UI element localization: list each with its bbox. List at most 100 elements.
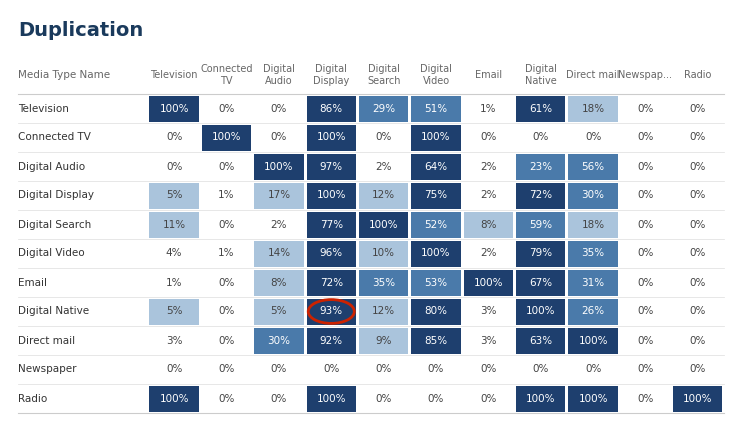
- Text: Connected
TV: Connected TV: [200, 64, 253, 86]
- Text: 3%: 3%: [480, 306, 496, 317]
- Bar: [411, 153, 461, 179]
- Text: 0%: 0%: [637, 336, 654, 345]
- Bar: [307, 385, 356, 411]
- Text: 100%: 100%: [264, 161, 294, 172]
- Bar: [254, 299, 303, 325]
- Bar: [411, 240, 461, 266]
- Text: Digital Display: Digital Display: [18, 191, 94, 201]
- Bar: [516, 328, 566, 354]
- Text: 0%: 0%: [428, 393, 444, 404]
- Bar: [569, 153, 617, 179]
- Text: 93%: 93%: [320, 306, 343, 317]
- Text: 59%: 59%: [529, 220, 553, 229]
- Text: Media Type Name: Media Type Name: [18, 70, 110, 80]
- Text: Newspap...: Newspap...: [618, 70, 672, 80]
- Bar: [254, 183, 303, 209]
- Bar: [516, 153, 566, 179]
- Text: Digital Search: Digital Search: [18, 220, 91, 229]
- Text: 0%: 0%: [219, 277, 235, 288]
- Bar: [254, 328, 303, 354]
- Text: 11%: 11%: [163, 220, 186, 229]
- Text: Television: Television: [18, 104, 69, 113]
- Text: 1%: 1%: [166, 277, 182, 288]
- Text: 0%: 0%: [637, 393, 654, 404]
- Text: 18%: 18%: [582, 104, 604, 113]
- Text: 0%: 0%: [637, 365, 654, 374]
- Text: 0%: 0%: [585, 365, 601, 374]
- Text: 0%: 0%: [585, 132, 601, 142]
- Text: 100%: 100%: [683, 393, 712, 404]
- Text: 30%: 30%: [268, 336, 290, 345]
- Text: 5%: 5%: [166, 191, 182, 201]
- Text: 35%: 35%: [582, 248, 604, 258]
- Text: 4%: 4%: [166, 248, 182, 258]
- Text: Radio: Radio: [18, 393, 47, 404]
- Text: 2%: 2%: [480, 161, 496, 172]
- Bar: [359, 212, 408, 238]
- Text: 23%: 23%: [529, 161, 553, 172]
- Text: Newspaper: Newspaper: [18, 365, 77, 374]
- Text: 100%: 100%: [316, 393, 346, 404]
- Bar: [516, 240, 566, 266]
- Text: 0%: 0%: [690, 277, 706, 288]
- Bar: [307, 153, 356, 179]
- Text: 0%: 0%: [637, 161, 654, 172]
- Text: 85%: 85%: [424, 336, 448, 345]
- Text: 0%: 0%: [166, 161, 182, 172]
- Text: 0%: 0%: [533, 365, 549, 374]
- Text: 1%: 1%: [480, 104, 496, 113]
- Bar: [464, 212, 513, 238]
- Bar: [254, 269, 303, 295]
- Text: 100%: 100%: [212, 132, 241, 142]
- Bar: [307, 124, 356, 150]
- Bar: [569, 269, 617, 295]
- Text: 100%: 100%: [474, 277, 503, 288]
- Text: Digital
Audio: Digital Audio: [263, 64, 295, 86]
- Bar: [149, 96, 199, 122]
- Bar: [673, 385, 722, 411]
- Text: Email: Email: [475, 70, 502, 80]
- Text: 100%: 100%: [526, 306, 555, 317]
- Text: Digital Video: Digital Video: [18, 248, 85, 258]
- Bar: [569, 328, 617, 354]
- Bar: [569, 183, 617, 209]
- Text: 0%: 0%: [166, 132, 182, 142]
- Text: Digital Audio: Digital Audio: [18, 161, 85, 172]
- Bar: [411, 183, 461, 209]
- Text: Radio: Radio: [684, 70, 712, 80]
- Text: 92%: 92%: [320, 336, 343, 345]
- Text: 18%: 18%: [582, 220, 604, 229]
- Text: 79%: 79%: [529, 248, 553, 258]
- Text: 100%: 100%: [160, 104, 189, 113]
- Text: Connected TV: Connected TV: [18, 132, 91, 142]
- Text: 12%: 12%: [372, 306, 395, 317]
- Text: 2%: 2%: [480, 191, 496, 201]
- Bar: [149, 183, 199, 209]
- Bar: [411, 212, 461, 238]
- Text: 0%: 0%: [690, 336, 706, 345]
- Text: Digital
Display: Digital Display: [313, 64, 349, 86]
- Text: 2%: 2%: [480, 248, 496, 258]
- Text: 0%: 0%: [375, 365, 391, 374]
- Text: 0%: 0%: [219, 161, 235, 172]
- Bar: [149, 385, 199, 411]
- Text: 0%: 0%: [637, 191, 654, 201]
- Bar: [569, 240, 617, 266]
- Bar: [254, 240, 303, 266]
- Text: 0%: 0%: [690, 191, 706, 201]
- Text: 0%: 0%: [637, 132, 654, 142]
- Text: 100%: 100%: [578, 336, 608, 345]
- Bar: [307, 328, 356, 354]
- Bar: [516, 96, 566, 122]
- Bar: [569, 96, 617, 122]
- Text: 52%: 52%: [424, 220, 448, 229]
- Text: 100%: 100%: [369, 220, 398, 229]
- Text: 0%: 0%: [690, 248, 706, 258]
- Bar: [359, 299, 408, 325]
- Text: 0%: 0%: [270, 393, 287, 404]
- Bar: [149, 299, 199, 325]
- Bar: [307, 183, 356, 209]
- Text: 0%: 0%: [690, 365, 706, 374]
- Text: 17%: 17%: [268, 191, 290, 201]
- Text: 0%: 0%: [270, 365, 287, 374]
